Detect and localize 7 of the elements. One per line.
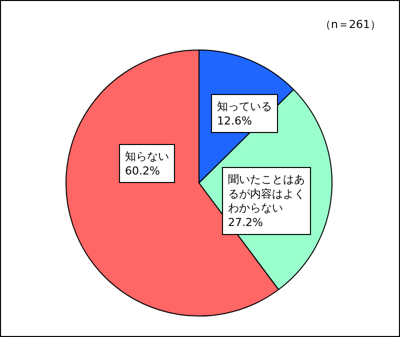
text: （n＝261） <box>320 18 381 31</box>
data-label: 27.2% <box>228 216 263 229</box>
slice-label: 知らない <box>125 150 169 163</box>
slice-label: 聞いたことはあるが内容はよくわからない <box>228 173 305 215</box>
data-label: 12.6% <box>217 114 252 128</box>
data-label: 60.2% <box>125 164 160 178</box>
slice-label: 知っている <box>217 100 272 113</box>
